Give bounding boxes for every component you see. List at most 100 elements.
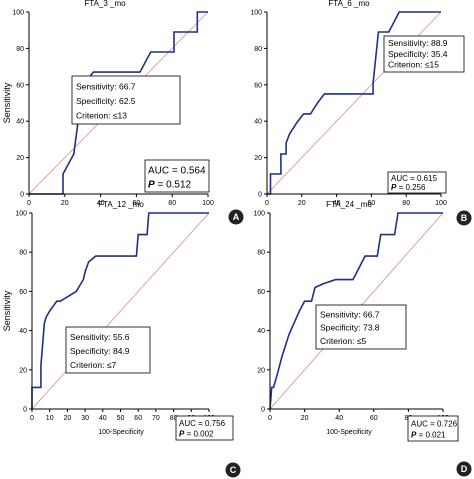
- panel-label-badge: B: [456, 210, 472, 226]
- x-tick-label: 20: [301, 415, 309, 422]
- y-tick-label: 100: [250, 10, 262, 17]
- panel-label-letter: B: [461, 213, 468, 223]
- x-tick-label: 50: [117, 415, 125, 422]
- p-value: = 0.021: [416, 431, 446, 440]
- auc-value: AUC = 0.726: [411, 420, 458, 429]
- p-value: = 0.256: [396, 183, 426, 192]
- auc-box-frame: [407, 415, 459, 442]
- criterion-box-specificity: Specificity: 35.4: [388, 49, 448, 59]
- x-tick-label: 40: [97, 200, 105, 207]
- roc-panel-a: FTA_3 _mo0 20 40 60 80 100020406080100Sensiti…: [2, 0, 244, 225]
- roc-panel-c: FTA_12 _mo010203040506070809010002040608…: [2, 200, 241, 478]
- criterion-box-criterion: Criterion: ≤7: [70, 360, 117, 370]
- criterion-box-criterion: Criterion: ≤5: [320, 336, 367, 346]
- auc-value: AUC = 0.615: [391, 174, 438, 183]
- auc-box: AUC = 0.756 P = 0.002: [175, 415, 234, 441]
- y-tick-label: 20: [19, 367, 27, 374]
- panel-label-circle: [228, 209, 244, 225]
- x-tick-label: 0: [27, 200, 31, 207]
- criterion-box-sensitivity: Sensitivity: 88.9: [388, 38, 448, 48]
- x-tick-label: 30: [81, 415, 89, 422]
- x-axis-label: 100-Specificity: [326, 429, 372, 436]
- x-tick-label: 40: [335, 415, 343, 422]
- x-tick-label: 40: [333, 200, 341, 207]
- p-value-text: P = 0.512: [148, 180, 192, 191]
- x-tick-label: 70: [152, 415, 160, 422]
- x-tick-label: 100: [435, 200, 447, 207]
- roc-curve-line: [267, 11, 441, 195]
- auc-value: AUC = 0.564: [148, 165, 206, 176]
- y-tick-label: 20: [16, 155, 24, 162]
- panel-label-badge: D: [456, 461, 472, 477]
- y-tick-label: 80: [254, 46, 262, 53]
- auc-box-frame: [387, 171, 447, 194]
- y-tick-label: 20: [254, 155, 262, 162]
- y-tick-label: 60: [257, 289, 265, 296]
- y-tick-label: 0: [261, 407, 265, 414]
- y-axis-label: Sensitivity: [2, 82, 12, 123]
- p-symbol: P: [179, 430, 185, 439]
- y-tick-label: 0: [258, 192, 262, 199]
- criterion-box-frame: [315, 304, 407, 350]
- y-tick-label: 100: [15, 211, 27, 218]
- y-tick-label: 20: [257, 367, 265, 374]
- panel-label-circle: [225, 462, 241, 478]
- panel-title: FTA_3 _mo: [84, 0, 126, 8]
- criterion-box-sensitivity: Sensitivity: 55.6: [70, 332, 130, 342]
- criterion-box-frame: [71, 75, 181, 125]
- criterion-box-frame: [65, 326, 151, 374]
- x-tick-label: 20: [298, 200, 306, 207]
- panel-label-badge: C: [225, 462, 241, 478]
- x-tick-label: 100: [202, 200, 214, 207]
- roc-panel-b: FTA_6 _mo0 20 40 60 80 100020406080100Sensiti…: [250, 0, 472, 226]
- criterion-box-frame: [383, 35, 465, 73]
- y-tick-label: 40: [19, 328, 27, 335]
- auc-value: AUC = 0.756: [179, 419, 226, 428]
- p-value: = 0.002: [184, 430, 214, 439]
- criterion-box: Sensitivity: 66.7 Specificity: 73.8 Criter…: [315, 304, 407, 350]
- y-tick-label: 40: [16, 119, 24, 126]
- panel-title: FTA_6 _mo: [328, 0, 370, 8]
- p-symbol: P: [411, 431, 417, 440]
- x-tick-label: 0: [268, 415, 272, 422]
- panel-label-letter: C: [230, 465, 237, 475]
- p-value-text: P = 0.256: [391, 183, 426, 192]
- y-tick-label: 80: [257, 250, 265, 257]
- x-tick-label: 80: [170, 415, 178, 422]
- p-value-text: P = 0.021: [411, 431, 446, 440]
- auc-box: AUC = 0.726 P = 0.021: [407, 415, 459, 442]
- criterion-box-sensitivity: Sensitivity: 66.7: [76, 82, 136, 92]
- criterion-box-specificity: Specificity: 84.9: [70, 346, 130, 356]
- panel-label-letter: A: [233, 212, 240, 222]
- x-tick-label: 10: [46, 415, 54, 422]
- y-tick-label: 80: [16, 46, 24, 53]
- panel-label-circle: [456, 210, 472, 226]
- criterion-box: Sensitivity: 55.6 Specificity: 84.9 Criter…: [65, 326, 151, 374]
- panel-title: FTA_24 _mo: [326, 200, 372, 209]
- x-tick-label: 80: [402, 200, 410, 207]
- x-tick-label: 0: [265, 200, 269, 207]
- y-tick-label: 80: [19, 250, 27, 257]
- y-tick-label: 100: [253, 211, 265, 218]
- criterion-box-specificity: Specificity: 73.8: [320, 323, 380, 333]
- y-tick-label: 40: [254, 119, 262, 126]
- y-tick-label: 60: [254, 82, 262, 89]
- x-tick-label: 20: [64, 415, 72, 422]
- panel-label-badge: A: [228, 209, 244, 225]
- auc-box-frame: [175, 415, 234, 441]
- x-axis-label: 100-Specificity: [98, 429, 144, 436]
- criterion-box-criterion: Criterion: ≤15: [388, 60, 439, 70]
- panel-label-circle: [456, 461, 472, 477]
- roc-curve-line: [29, 11, 208, 195]
- x-tick-label: 80: [168, 200, 176, 207]
- x-tick-label: 40: [99, 415, 107, 422]
- roc-panel-d: FTA_24 _mo020406080100020406080100100-Sp…: [253, 200, 472, 477]
- x-tick-label: 60: [134, 415, 142, 422]
- y-axis-label: Sensitivity: [2, 290, 12, 331]
- auc-box: AUC = 0.564 P = 0.512: [144, 159, 210, 193]
- criterion-box-sensitivity: Sensitivity: 66.7: [320, 309, 380, 319]
- roc-curve-line: [31, 212, 209, 409]
